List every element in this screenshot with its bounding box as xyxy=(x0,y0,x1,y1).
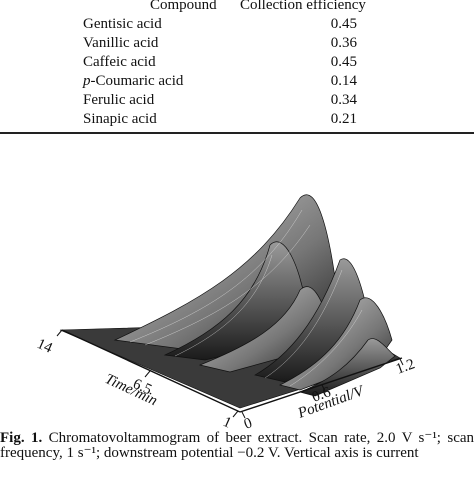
efficiency-value: 0.14 xyxy=(330,73,357,89)
table-row: Vanillic acid 0.36 xyxy=(60,35,460,53)
figure-caption: Fig. 1. Chromatovoltammogram of beer ext… xyxy=(0,431,474,461)
potential-tick xyxy=(241,411,246,419)
chromatovoltammogram-plot: 14 6.5 1 Time/min 0 0.6 1.2 Potential/V xyxy=(34,194,417,433)
compound-name: p-Coumaric acid xyxy=(83,73,184,89)
compound-name: Ferulic acid xyxy=(83,92,155,108)
potential-tick-label: 1.2 xyxy=(394,356,417,377)
compound-name: Gentisic acid xyxy=(83,16,162,32)
surface-peak-5 xyxy=(278,297,393,391)
efficiency-value: 0.45 xyxy=(330,16,357,32)
potential-tick-label: 0.6 xyxy=(310,384,334,406)
efficiency-value: 0.21 xyxy=(330,111,357,127)
compound-name: Sinapic acid xyxy=(83,111,157,127)
efficiency-value: 0.45 xyxy=(330,54,357,70)
collection-efficiency-table: Compound Collection efficiency Gentisic … xyxy=(0,0,474,135)
time-tick-label: 6.5 xyxy=(130,376,154,398)
caption-label: Fig. 1. xyxy=(0,430,43,446)
time-tick xyxy=(144,370,151,378)
compound-name: Vanillic acid xyxy=(83,35,159,51)
time-axis-line xyxy=(61,329,241,413)
surface-scan-lines xyxy=(129,209,363,387)
surface-peak-6 xyxy=(298,338,396,397)
time-tick xyxy=(232,410,239,418)
header-collection-efficiency: Collection efficiency xyxy=(240,0,366,13)
time-axis-label: Time/min xyxy=(102,371,159,409)
time-tick-label: 14 xyxy=(34,336,55,357)
compound-name: Caffeic acid xyxy=(83,54,156,70)
efficiency-value: 0.34 xyxy=(330,92,357,108)
table-row: p-Coumaric acid 0.14 xyxy=(60,73,460,91)
table-row: Gentisic acid 0.45 xyxy=(60,16,460,34)
table-row: Sinapic acid 0.21 xyxy=(60,111,460,129)
table-bottom-rule xyxy=(0,132,474,134)
header-compound: Compound xyxy=(150,0,217,13)
chromatovoltammogram-figure: 14 6.5 1 Time/min 0 0.6 1.2 Potential/V xyxy=(0,150,474,433)
time-tick xyxy=(56,329,63,337)
potential-tick-label: 0 xyxy=(242,415,255,430)
potential-tick xyxy=(321,384,326,392)
time-tick-label: 1 xyxy=(220,414,233,430)
table-row: Ferulic acid 0.34 xyxy=(60,92,460,110)
potential-axis-line xyxy=(239,357,403,413)
caption-text: Chromatovoltammogram of beer extract. Sc… xyxy=(0,430,474,461)
efficiency-value: 0.36 xyxy=(330,35,357,51)
potential-tick xyxy=(399,358,404,366)
table-row: Caffeic acid 0.45 xyxy=(60,54,460,72)
